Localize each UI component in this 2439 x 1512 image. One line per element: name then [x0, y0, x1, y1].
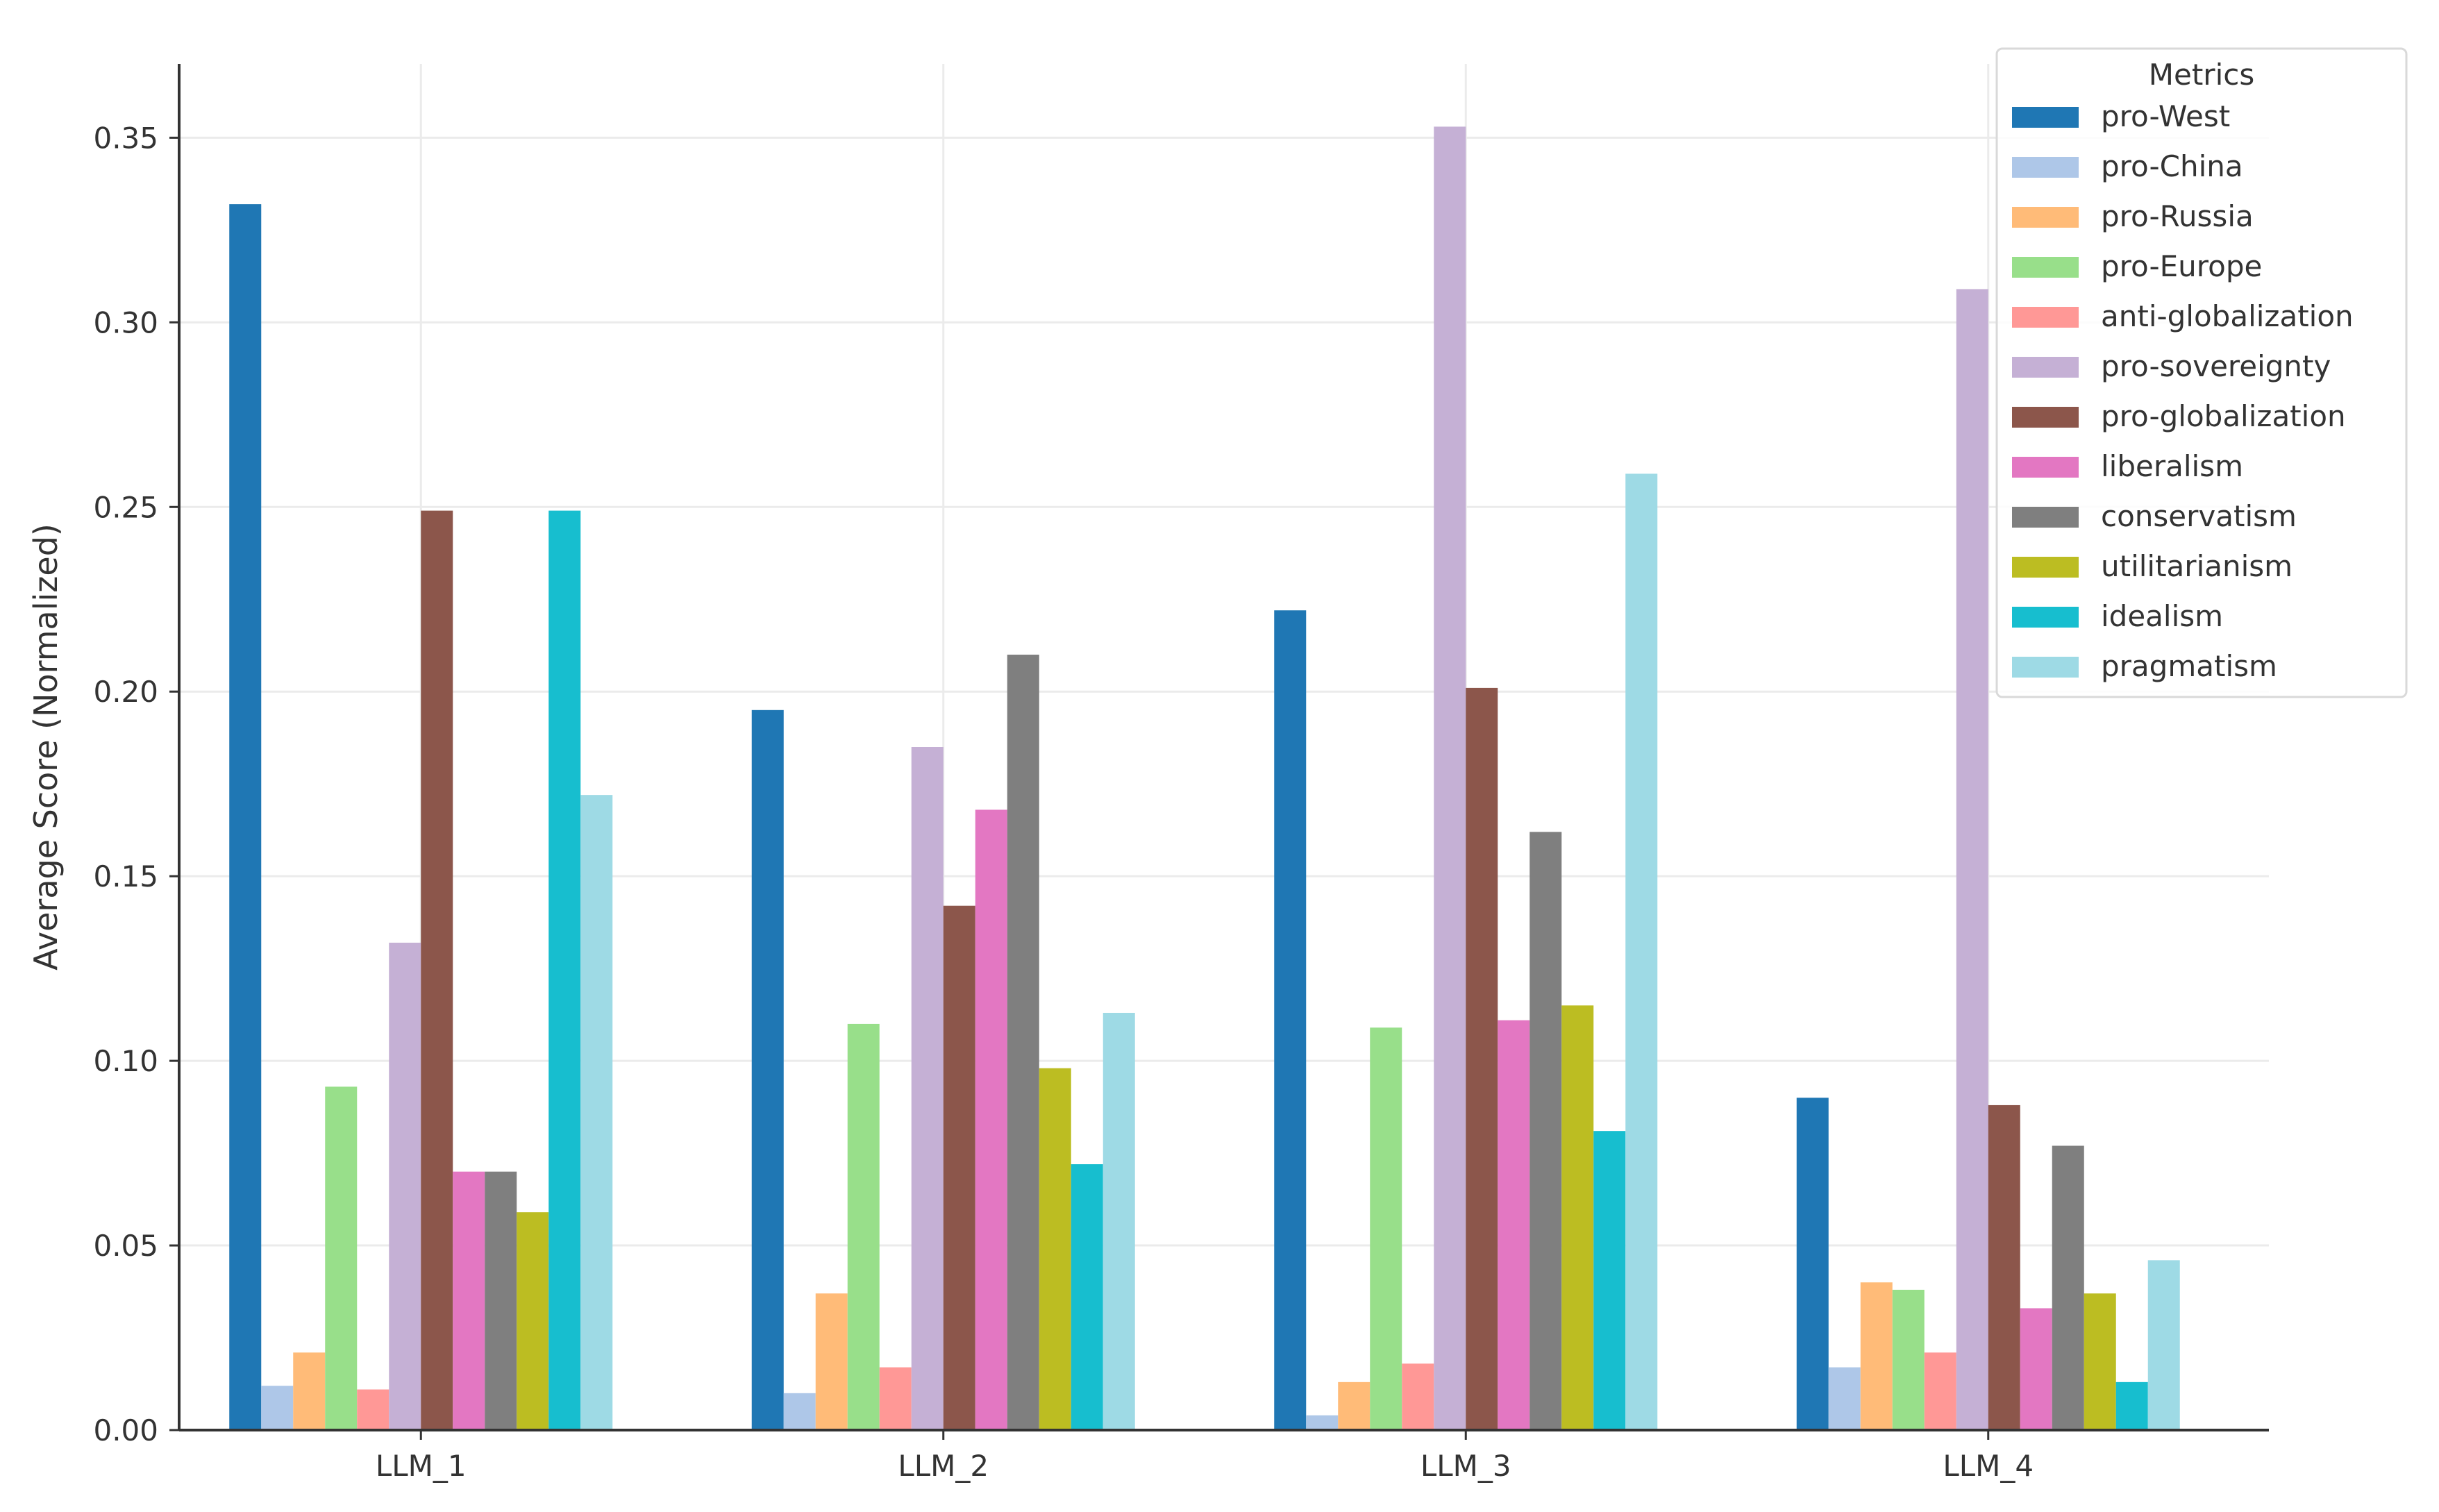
legend-swatch [2012, 107, 2079, 128]
legend-swatch [2012, 257, 2079, 278]
bar-pro-Europe-LLM_1 [325, 1086, 358, 1430]
legend-swatch [2012, 607, 2079, 628]
bar-pro-globalization-LLM_2 [943, 905, 975, 1430]
legend-swatch [2012, 507, 2079, 528]
bar-pro-Europe-LLM_4 [1892, 1289, 1925, 1430]
bar-pro-Russia-LLM_1 [293, 1352, 326, 1430]
bar-pro-China-LLM_3 [1306, 1415, 1339, 1430]
bar-anti-globalization-LLM_4 [1924, 1352, 1956, 1430]
legend-label: pro-China [2101, 149, 2243, 183]
bar-pro-West-LLM_4 [1796, 1098, 1829, 1430]
y-tick-label: 0.35 [93, 121, 158, 155]
legend-items: pro-West pro-China pro-Russia pro-Europe ant… [2012, 99, 2354, 683]
y-tick-label: 0.25 [93, 490, 158, 524]
bar-pro-globalization-LLM_4 [1988, 1104, 2020, 1430]
x-tick-label: LLM_4 [1943, 1449, 2034, 1483]
legend-label: idealism [2101, 599, 2223, 633]
bar-conservatism-LLM_3 [1529, 832, 1562, 1430]
bar-idealism-LLM_1 [548, 510, 581, 1431]
bar-pro-West-LLM_3 [1274, 610, 1307, 1431]
legend-label: pro-Europe [2101, 249, 2262, 283]
bar-pro-Europe-LLM_2 [847, 1023, 880, 1430]
legend-swatch [2012, 657, 2079, 678]
bar-pro-globalization-LLM_1 [421, 510, 453, 1431]
bar-liberalism-LLM_2 [975, 809, 1007, 1430]
bar-pro-sovereignty-LLM_4 [1956, 289, 1988, 1430]
legend: Metrics pro-West pro-China pro-Russia pro-E… [1995, 47, 2408, 698]
bar-pro-China-LLM_4 [1828, 1367, 1861, 1430]
legend-swatch [2012, 207, 2079, 228]
legend-label: pro-West [2101, 99, 2230, 133]
bar-idealism-LLM_2 [1071, 1164, 1103, 1430]
y-tick-label: 0.10 [93, 1044, 158, 1078]
bar-pro-sovereignty-LLM_1 [389, 942, 421, 1430]
bar-pro-Europe-LLM_3 [1370, 1027, 1402, 1430]
bar-pro-Russia-LLM_2 [815, 1293, 848, 1430]
bar-pro-China-LLM_1 [261, 1386, 294, 1430]
bar-liberalism-LLM_3 [1498, 1020, 1530, 1430]
bar-utilitarianism-LLM_2 [1039, 1068, 1071, 1430]
legend-swatch [2012, 457, 2079, 478]
legend-label: pragmatism [2101, 649, 2277, 683]
legend-swatch [2012, 557, 2079, 578]
x-tick-label: LLM_3 [1420, 1449, 1511, 1483]
bar-idealism-LLM_3 [1593, 1131, 1626, 1430]
bar-anti-globalization-LLM_1 [357, 1389, 389, 1430]
x-tick-label: LLM_1 [376, 1449, 467, 1483]
bar-pro-sovereignty-LLM_2 [911, 747, 944, 1430]
bar-pro-globalization-LLM_3 [1466, 687, 1498, 1431]
x-tick-labels: LLM_1 LLM_2 LLM_3 LLM_4 [376, 1430, 2034, 1483]
bar-pro-Russia-LLM_3 [1338, 1381, 1371, 1430]
y-tick-label: 0.20 [93, 675, 158, 709]
bar-pragmatism-LLM_1 [580, 795, 613, 1430]
bar-anti-globalization-LLM_3 [1402, 1363, 1434, 1430]
bar-conservatism-LLM_2 [1007, 655, 1039, 1430]
legend-label: utilitarianism [2101, 549, 2293, 583]
bar-liberalism-LLM_4 [2020, 1308, 2052, 1430]
bar-pragmatism-LLM_4 [2147, 1260, 2180, 1430]
bar-conservatism-LLM_4 [2052, 1145, 2084, 1430]
x-tick-label: LLM_2 [898, 1449, 989, 1483]
legend-swatch [2012, 357, 2079, 378]
bar-pragmatism-LLM_3 [1625, 473, 1658, 1430]
legend-label: pro-globalization [2101, 399, 2346, 433]
bar-pragmatism-LLM_2 [1103, 1012, 1135, 1430]
legend-label: anti-globalization [2101, 299, 2354, 333]
y-tick-label: 0.15 [93, 859, 158, 893]
bar-liberalism-LLM_1 [453, 1171, 485, 1430]
bar-pro-China-LLM_2 [783, 1393, 816, 1430]
bar-utilitarianism-LLM_1 [517, 1212, 549, 1430]
bar-pro-West-LLM_2 [751, 709, 784, 1430]
legend-swatch [2012, 157, 2079, 178]
legend-title: Metrics [2149, 58, 2254, 92]
legend-swatch [2012, 307, 2079, 328]
y-tick-label: 0.00 [93, 1413, 158, 1447]
bar-utilitarianism-LLM_3 [1561, 1005, 1594, 1430]
bar-utilitarianism-LLM_4 [2084, 1293, 2116, 1430]
legend-box [1995, 47, 2408, 698]
bars [229, 126, 2180, 1431]
bar-anti-globalization-LLM_2 [879, 1367, 912, 1430]
y-axis-label: Average Score (Normalized) [27, 523, 65, 971]
legend-swatch [2012, 407, 2079, 428]
y-tick-label: 0.30 [93, 305, 158, 339]
bar-pro-sovereignty-LLM_3 [1434, 126, 1466, 1430]
legend-label: conservatism [2101, 499, 2297, 533]
legend-label: pro-Russia [2101, 199, 2254, 233]
bar-pro-Russia-LLM_4 [1860, 1282, 1893, 1430]
bar-conservatism-LLM_1 [485, 1171, 517, 1430]
axes [178, 64, 2269, 1431]
bar-pro-West-LLM_1 [229, 204, 262, 1431]
y-tick-label: 0.05 [93, 1229, 158, 1263]
y-tick-labels: 0.00 0.05 0.10 0.15 0.20 0.25 0.30 0.35 [93, 121, 179, 1447]
bar-idealism-LLM_4 [2115, 1381, 2148, 1430]
legend-label: pro-sovereignty [2101, 349, 2331, 383]
legend-label: liberalism [2101, 449, 2243, 483]
